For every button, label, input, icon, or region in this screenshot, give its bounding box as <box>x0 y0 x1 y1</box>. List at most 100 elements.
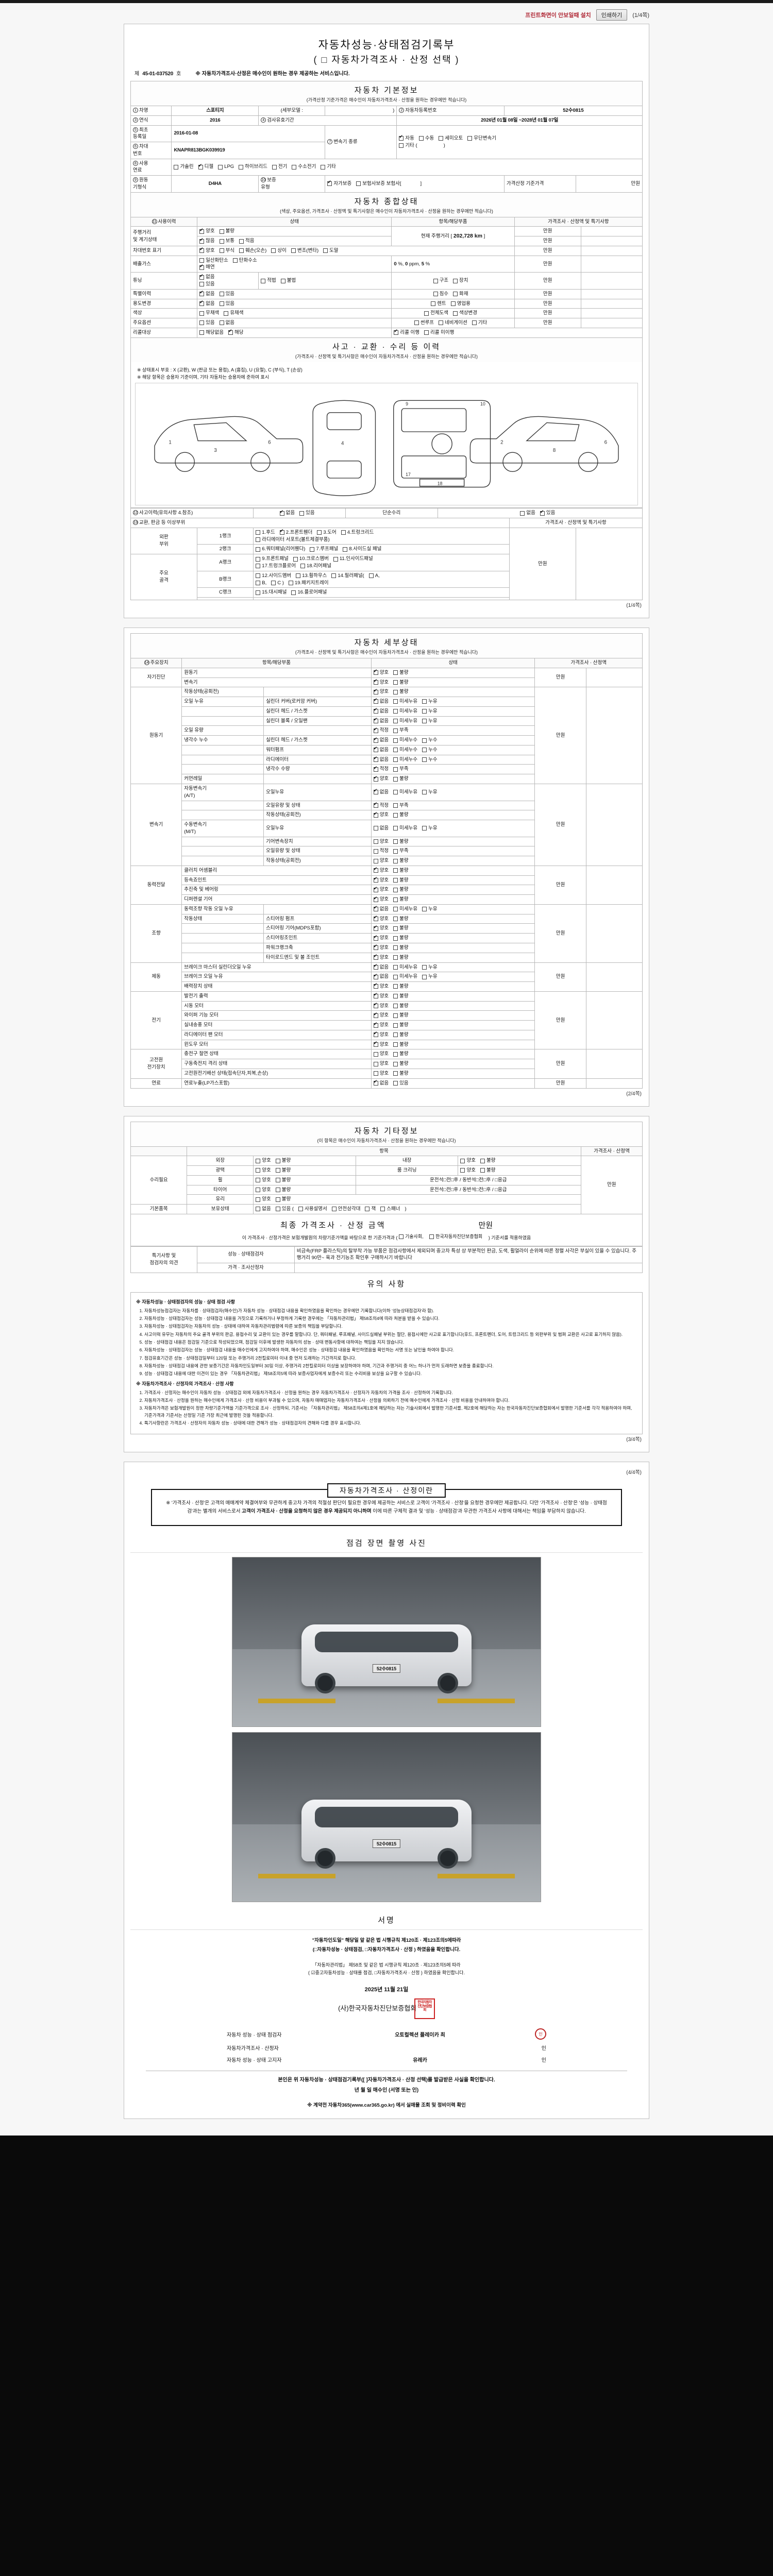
checkbox-불량[interactable]: 불량 <box>393 916 409 923</box>
checkbox-polish-bad[interactable]: 불량 <box>275 1167 291 1174</box>
checkbox-tire-good[interactable]: 양호 <box>256 1187 271 1194</box>
checkbox-vinmark-good[interactable]: 양호 <box>199 247 215 255</box>
transmission-choice-group[interactable]: 자동 수동 세미오토 무단변속기 <box>399 134 640 142</box>
checkbox-simple-yes[interactable]: 있음 <box>540 510 555 517</box>
checkbox-options-etc[interactable]: 기타 <box>472 319 487 327</box>
checkbox-glass-good[interactable]: 양호 <box>256 1196 271 1203</box>
checkbox-part-packagetray[interactable]: 19.패키지트레이 <box>288 580 329 587</box>
roomcleaning-group[interactable]: 양호 불량 <box>460 1167 578 1174</box>
checkbox-불량[interactable]: 불량 <box>393 954 409 961</box>
glass-group[interactable]: 양호 불량 <box>256 1196 579 1203</box>
checkbox-part-floorpanel[interactable]: 16.플로어패널 <box>291 589 327 596</box>
checkbox-적정[interactable]: 적정 <box>373 802 389 809</box>
checkbox-양호[interactable]: 양호 <box>373 992 389 1000</box>
checkbox-적정[interactable]: 적정 <box>373 727 389 734</box>
checkbox-vinmark-damaged[interactable]: 훼손(오손) <box>239 247 266 255</box>
checkbox-fuel-electric[interactable]: 전기 <box>272 163 287 171</box>
checkbox-part-frontfender[interactable]: 2.프론트휀더 <box>279 529 312 536</box>
checkbox-polish-good[interactable]: 양호 <box>256 1167 271 1174</box>
special-group[interactable]: 없음 있음 <box>199 290 389 298</box>
cell-wheel-position[interactable]: 운전석□전□후 / 동반석□전□후 / □응급 <box>355 1175 581 1185</box>
checkbox-part-crossmember[interactable]: 10.크로스멤버 <box>293 555 329 563</box>
checkbox-양호[interactable]: 양호 <box>373 1031 389 1039</box>
checkbox-vinmark-altered[interactable]: 변조(변타) <box>291 247 318 255</box>
checkbox-wheel-bad[interactable]: 불량 <box>275 1177 291 1184</box>
checkbox-양호[interactable]: 양호 <box>373 867 389 874</box>
checkbox-없음[interactable]: 없음 <box>373 973 389 980</box>
checkbox-emission-co[interactable]: 일산화탄소 <box>199 257 228 264</box>
checkbox-없음[interactable]: 없음 <box>373 825 389 832</box>
checkbox-불량[interactable]: 불량 <box>393 1041 409 1048</box>
emission-group[interactable]: 일산화탄소 탄화수소 <box>199 257 389 264</box>
state-group-실린더-헤드-가스켓[interactable]: 없음 미세누유 누유 <box>373 707 533 715</box>
state-group-라디에이터-팬-모터[interactable]: 양호 불량 <box>373 1031 533 1039</box>
checkbox-양호[interactable]: 양호 <box>373 982 389 990</box>
checkbox-미세누유[interactable]: 미세누유 <box>393 964 417 971</box>
checkbox-part-roofpanel[interactable]: 7.루프패널 <box>310 546 338 553</box>
checkbox-없음[interactable]: 없음 <box>373 1079 389 1087</box>
state-group-충전구-절연-상태[interactable]: 양호 불량 <box>373 1050 533 1058</box>
checkbox-usage-commercial[interactable]: 영업용 <box>450 300 470 308</box>
checkbox-불량[interactable]: 불량 <box>393 935 409 942</box>
checkbox-불량[interactable]: 불량 <box>393 775 409 783</box>
checkbox-양호[interactable]: 양호 <box>373 857 389 865</box>
recall-item-group[interactable]: 리콜 이행 리콜 미이행 <box>394 329 640 336</box>
checkbox-불량[interactable]: 불량 <box>393 1050 409 1058</box>
checkbox-standard-kadga[interactable]: 한국자동차진단보증협회 <box>429 1233 482 1241</box>
checkbox-불량[interactable]: 불량 <box>393 1003 409 1010</box>
state-group-파워크랭크축[interactable]: 양호 불량 <box>373 944 533 952</box>
interior-group[interactable]: 양호 불량 <box>460 1157 578 1164</box>
checkbox-special-flood[interactable]: 침수 <box>433 291 448 298</box>
checkbox-양호[interactable]: 양호 <box>373 1060 389 1067</box>
checkbox-fuel-diesel[interactable]: 디젤 <box>198 163 213 171</box>
checkbox-없음[interactable]: 없음 <box>373 737 389 744</box>
checkbox-불량[interactable]: 불량 <box>393 993 409 1000</box>
exterior-group[interactable]: 양호 불량 <box>256 1157 354 1164</box>
options-item-group[interactable]: 썬루프 네비게이션 기타 <box>394 319 512 327</box>
checkbox-accident-yes[interactable]: 있음 <box>299 510 315 517</box>
checkbox-recall-na[interactable]: 해당없음 <box>199 329 224 336</box>
checkbox-interior-bad[interactable]: 불량 <box>480 1157 495 1164</box>
checkbox-usage-rent[interactable]: 렌트 <box>431 300 446 308</box>
state-group-냉각수-수량[interactable]: 적정 부족 <box>373 766 533 773</box>
checkbox-양호[interactable]: 양호 <box>373 1041 389 1048</box>
checkbox-불량[interactable]: 불량 <box>393 669 409 676</box>
checkbox-미세누수[interactable]: 미세누수 <box>393 756 417 764</box>
checkbox-없음[interactable]: 없음 <box>373 963 389 971</box>
checkbox-special-fire[interactable]: 화재 <box>453 291 468 298</box>
rank2-group[interactable]: 6.쿼터패널(리어휀다) 7.루프패널 8.사이드실 패널 <box>256 546 507 553</box>
checkbox-불량[interactable]: 불량 <box>393 1031 409 1039</box>
checkbox-불량[interactable]: 불량 <box>393 679 409 686</box>
checkbox-양호[interactable]: 양호 <box>373 896 389 903</box>
checkbox-part-wheelhouse[interactable]: 13.휠하우스 <box>296 572 327 580</box>
recall-group[interactable]: 해당없음 해당 <box>199 329 389 336</box>
state-group-기어변속장치[interactable]: 양호 불량 <box>373 838 533 845</box>
checkbox-color-changed[interactable]: 색상변경 <box>453 310 477 317</box>
rankB-group-2[interactable]: B, C ) 19.패키지트레이 <box>256 580 507 587</box>
checkbox-part-sidesill[interactable]: 8.사이드실 패널 <box>343 546 381 553</box>
checkbox-양호[interactable]: 양호 <box>373 1070 389 1077</box>
color-item-group[interactable]: 전체도색 색상변경 <box>394 310 512 317</box>
checkbox-color-achromatic[interactable]: 무채색 <box>199 310 219 317</box>
checkbox-trans-etc[interactable]: 기타 () <box>399 142 445 149</box>
checkbox-wheel-good[interactable]: 양호 <box>256 1177 271 1184</box>
checkbox-불량[interactable]: 불량 <box>393 983 409 990</box>
checkbox-part-trunklid[interactable]: 4.트렁크리드 <box>341 529 374 536</box>
checkbox-options-navigation[interactable]: 네비게이션 <box>439 319 467 327</box>
state-group-고전원전기배선-상태-접속단자-피복-손상-[interactable]: 양호 불량 <box>373 1070 533 1077</box>
rank1-group-2[interactable]: 라디에이터 서포트(볼트체결부품) <box>256 536 507 544</box>
checkbox-fuel-etc[interactable]: 기타 <box>321 163 336 171</box>
state-group-클러치-어셈블리[interactable]: 양호 불량 <box>373 867 533 874</box>
checkbox-양호[interactable]: 양호 <box>373 775 389 783</box>
checkbox-holding-yes[interactable]: 있음 ( <box>275 1206 294 1213</box>
state-group-변속기[interactable]: 양호 불량 <box>373 679 533 686</box>
state-group-오일-유량[interactable]: 적정 부족 <box>373 727 533 734</box>
checkbox-options-yes[interactable]: 있음 <box>199 319 215 327</box>
usage-item-group[interactable]: 렌트 영업용 <box>394 300 512 308</box>
checkbox-없음[interactable]: 없음 <box>373 788 389 796</box>
tuning-exist-group-2[interactable]: 있음 <box>199 281 256 288</box>
transmission-etc-group[interactable]: 기타 () <box>399 142 640 149</box>
state-group-시동-모터[interactable]: 양호 불량 <box>373 1002 533 1010</box>
checkbox-emission-hc[interactable]: 탄화수소 <box>232 257 257 264</box>
emission-group-2[interactable]: 매연 <box>199 264 389 271</box>
